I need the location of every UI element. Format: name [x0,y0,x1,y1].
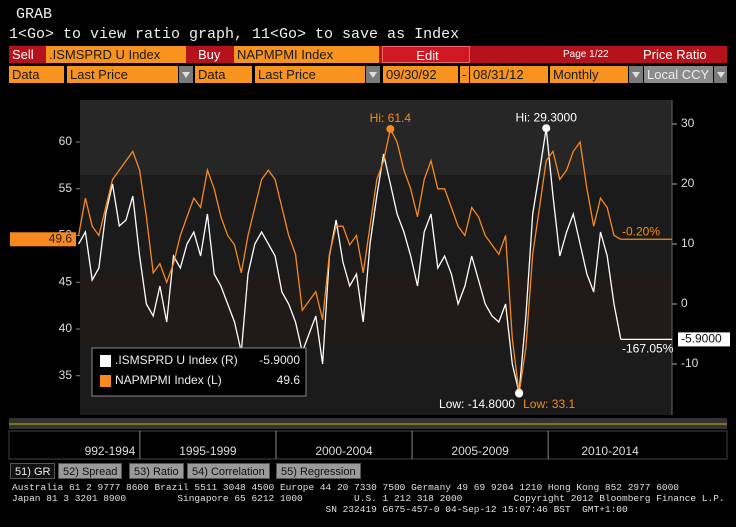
buy-security[interactable]: NAPMPMI Index [234,46,379,63]
y-tick-label: 35 [59,368,73,382]
footer-line: Australia 61 2 9777 8600 Brazil 5511 304… [12,482,680,493]
sell-label: Sell [9,46,45,63]
edit-button[interactable]: Edit [382,46,470,63]
hi-marker [542,124,551,133]
dropdown-arrow[interactable] [714,66,727,83]
axis-value-box [10,232,76,247]
page-indicator: Page 1/22 [560,46,630,63]
dropdown-arrow[interactable] [179,66,193,83]
series-line [78,128,622,393]
dropdown-arrow[interactable] [366,66,380,83]
period-label: 2010-2014 [581,444,639,458]
y-tick-label: 45 [59,274,73,288]
y-tick-label: 60 [59,134,73,148]
tab[interactable]: 55) Regression [276,463,361,479]
change-label: -0.20% [622,224,660,238]
plot-band [80,100,672,175]
low-label: Low: -14.8000 [439,397,515,411]
y-tick-label: 55 [59,181,73,195]
hi-label: Hi: 29.3000 [516,110,578,124]
tab[interactable]: 53) Ratio [129,463,184,479]
tab[interactable]: 52) Spread [58,463,123,479]
command-line: 1<Go> to view ratio graph, 11<Go> to sav… [9,26,460,43]
field-select[interactable]: Last Price [67,66,178,83]
footer-line: Japan 81 3 3201 8900 Singapore 65 6212 1… [12,493,725,504]
y-tick-label: 40 [59,321,73,335]
tab[interactable]: 54) Correlation [187,463,270,479]
dropdown-arrow[interactable] [629,66,643,83]
tab[interactable]: 51) GR [10,463,56,479]
frequency-select[interactable]: Monthly [550,66,628,83]
low-label: Low: 33.1 [523,397,575,411]
plot-band [80,275,672,345]
data-label: Data [195,66,252,83]
legend-swatch [100,375,111,387]
y2-tick-label: 20 [681,176,695,190]
buy-label: Buy [195,46,233,63]
start-date[interactable]: 09/30/92 [383,66,458,83]
hi-label: Hi: 61.4 [370,111,412,125]
mode-label: Price Ratio [640,46,727,63]
footer-line: SN 232419 G675-457-0 04-Sep-12 15:07:46 … [12,504,628,515]
end-date[interactable]: 08/31/12 [470,66,548,83]
axis-value-box [678,332,730,347]
hi-marker [386,124,395,133]
period-label: 1995-1999 [179,444,237,458]
axis-value-label: 49.6 [49,231,73,245]
legend-value: -5.9000 [259,353,300,367]
y2-tick-label: 10 [681,236,695,250]
series-line [77,127,622,394]
field-select[interactable]: Last Price [255,66,365,83]
axis-value-label: -5.9000 [681,332,722,346]
date-separator: - [460,66,469,83]
sell-security[interactable]: .ISMSPRD U Index [46,46,186,63]
period-label: 992-1994 [85,444,136,458]
legend-value: 49.6 [277,373,301,387]
low-marker [515,389,524,398]
period-label: 2000-2004 [315,444,373,458]
period-axis [8,430,728,460]
y2-tick-label: -10 [681,356,699,370]
function-name: GRAB [16,6,53,23]
currency-select[interactable]: Local CCY [644,66,713,83]
legend-name: .ISMSPRD U Index (R) [115,353,238,367]
legend-name: NAPMPMI Index (L) [115,373,222,387]
y2-tick-label: 30 [681,116,695,130]
period-label: 2005-2009 [451,444,509,458]
y2-tick-label: 0 [681,296,688,310]
legend-swatch [100,355,111,367]
change-label: -167.05% [622,342,674,356]
legend-box [91,347,307,397]
data-label: Data [9,66,64,83]
